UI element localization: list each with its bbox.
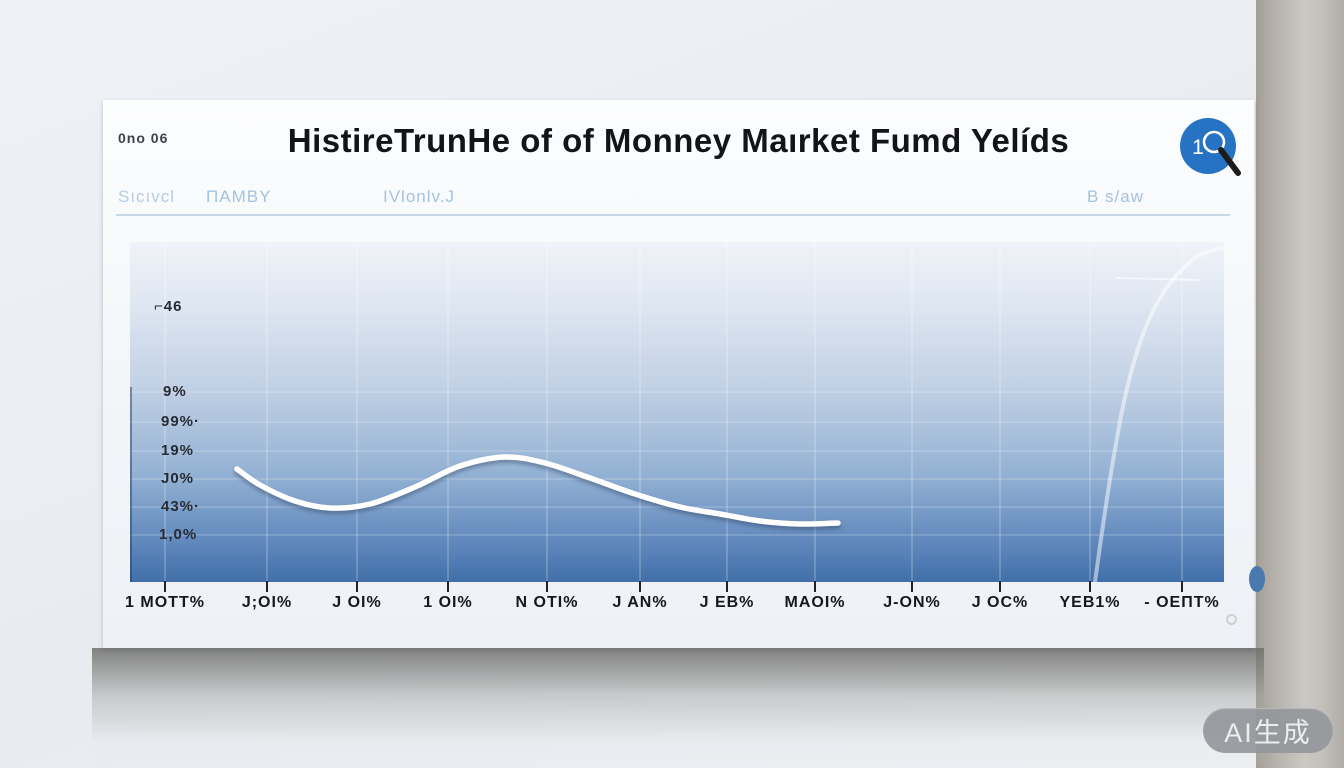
search-badge-button[interactable]: 1 xyxy=(1172,112,1256,196)
y-axis-labels: ⌐46 9% 99%· 19% J0% 43%· 1,0% xyxy=(130,242,350,582)
x-axis-label: - OEПT% xyxy=(1144,594,1220,611)
badge-number: 1 xyxy=(1192,136,1204,159)
x-axis-tick xyxy=(546,581,548,592)
y-axis-label: 9% xyxy=(163,383,187,400)
small-ring-decoration xyxy=(1226,614,1237,625)
tab-item-1[interactable]: ΠΑΜΒΥ xyxy=(206,187,272,206)
card-edge-bump xyxy=(1249,566,1265,592)
y-axis-label: 1,0% xyxy=(159,526,198,543)
ai-watermark-badge: AI生成 xyxy=(1203,708,1333,753)
y-axis-label: J0% xyxy=(161,470,195,487)
x-axis-tick xyxy=(1089,581,1091,592)
x-axis-label: MAOI% xyxy=(784,594,846,611)
chart-card: 0no 06 HistireTrunHe of of Monney Maırke… xyxy=(103,100,1255,648)
tab-divider xyxy=(116,214,1230,216)
tab-item-3[interactable]: B s/aw xyxy=(1087,187,1145,206)
x-axis-tick xyxy=(164,581,166,592)
y-axis-label: 99%· xyxy=(161,413,201,430)
x-axis-tick xyxy=(814,581,816,592)
x-axis-tick xyxy=(999,581,1001,592)
y-axis-label: ⌐46 xyxy=(154,298,183,315)
yield-line-chart xyxy=(130,242,1224,582)
magnifier-icon: 1 xyxy=(1180,118,1241,176)
x-axis-label: J OC% xyxy=(971,594,1029,611)
x-axis-tick xyxy=(447,581,449,592)
page-title: HistireTrunHe of of Monney Maırket Fumd … xyxy=(287,122,1070,159)
x-axis-label: 1 MOTT% xyxy=(125,594,205,611)
x-axis-label: 1 OI% xyxy=(423,594,473,611)
y-axis-label: 43%· xyxy=(161,498,201,515)
x-axis-labels: 1 MOTT% J;OI% J OI% 1 OI% N OTI% J AN% J EB% MA… xyxy=(125,594,1224,618)
x-axis-label: J-ON% xyxy=(883,594,941,611)
x-axis-label: J OI% xyxy=(332,594,382,611)
tab-item-2[interactable]: IVlonlv.J xyxy=(383,187,455,206)
x-axis-tick xyxy=(1181,581,1183,592)
x-axis-tick xyxy=(266,581,268,592)
x-axis-tick xyxy=(356,581,358,592)
wall-shading-right xyxy=(1256,0,1344,768)
x-axis-ticks xyxy=(130,581,1224,593)
x-axis-label: N OTI% xyxy=(515,594,579,611)
x-axis-tick xyxy=(726,581,728,592)
x-axis-label: J EB% xyxy=(699,594,755,611)
x-axis-tick xyxy=(639,581,641,592)
card-drop-shadow xyxy=(92,648,1264,768)
chart-plot-area xyxy=(130,242,1224,582)
x-axis-label: J;OI% xyxy=(241,594,293,611)
y-axis-label: 19% xyxy=(161,442,195,459)
corner-label: 0no 06 xyxy=(118,130,169,146)
x-axis-label: YEB1% xyxy=(1059,594,1121,611)
x-axis-label: J AN% xyxy=(612,594,668,611)
tab-item-0[interactable]: Sıcıvcl xyxy=(118,187,176,206)
x-axis-tick xyxy=(911,581,913,592)
